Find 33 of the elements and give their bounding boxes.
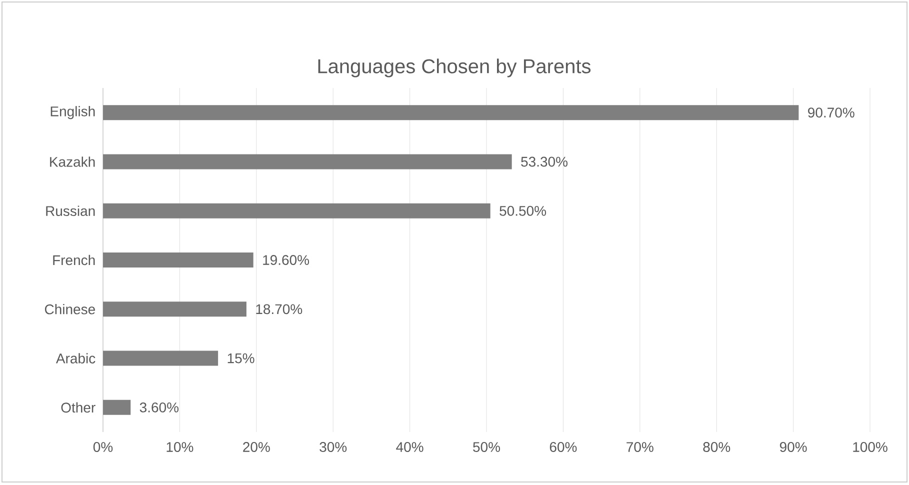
y-tick-label: English bbox=[50, 106, 95, 120]
x-tick-label: 100% bbox=[853, 442, 888, 452]
x-tick-label: 60% bbox=[550, 442, 577, 452]
y-tick-label: Arabic bbox=[56, 353, 96, 364]
y-tick-label: Russian bbox=[46, 206, 95, 216]
x-tick-label: 70% bbox=[626, 442, 654, 452]
data-label: 18.70% bbox=[256, 304, 302, 314]
bar bbox=[103, 400, 131, 415]
y-tick-label: Other bbox=[61, 402, 96, 413]
data-label: 53.30% bbox=[521, 156, 568, 167]
x-tick-label: 20% bbox=[243, 442, 270, 452]
x-tick-label: 80% bbox=[703, 442, 730, 452]
x-tick-label: 0% bbox=[93, 442, 113, 452]
bar bbox=[103, 302, 246, 317]
bar bbox=[103, 154, 512, 170]
y-tick-label: Kazakh bbox=[50, 156, 95, 167]
data-label: 90.70% bbox=[808, 108, 854, 118]
x-tick-label: 30% bbox=[320, 442, 347, 452]
y-tick-label: French bbox=[53, 254, 95, 266]
x-tick-label: 40% bbox=[396, 442, 424, 452]
data-label: 15% bbox=[228, 353, 254, 364]
bar bbox=[103, 105, 799, 120]
bar bbox=[103, 350, 218, 366]
chart-title: Languages Chosen by Parents bbox=[318, 58, 591, 78]
x-tick-label: 10% bbox=[166, 442, 194, 452]
y-tick-label: Chinese bbox=[44, 304, 95, 314]
bar bbox=[103, 252, 254, 268]
x-tick-label: 50% bbox=[473, 442, 500, 452]
x-tick-label: 90% bbox=[780, 442, 807, 452]
data-label: 19.60% bbox=[263, 255, 310, 265]
data-label: 3.60% bbox=[140, 402, 179, 412]
bar bbox=[103, 203, 490, 218]
data-label: 50.50% bbox=[500, 206, 546, 216]
